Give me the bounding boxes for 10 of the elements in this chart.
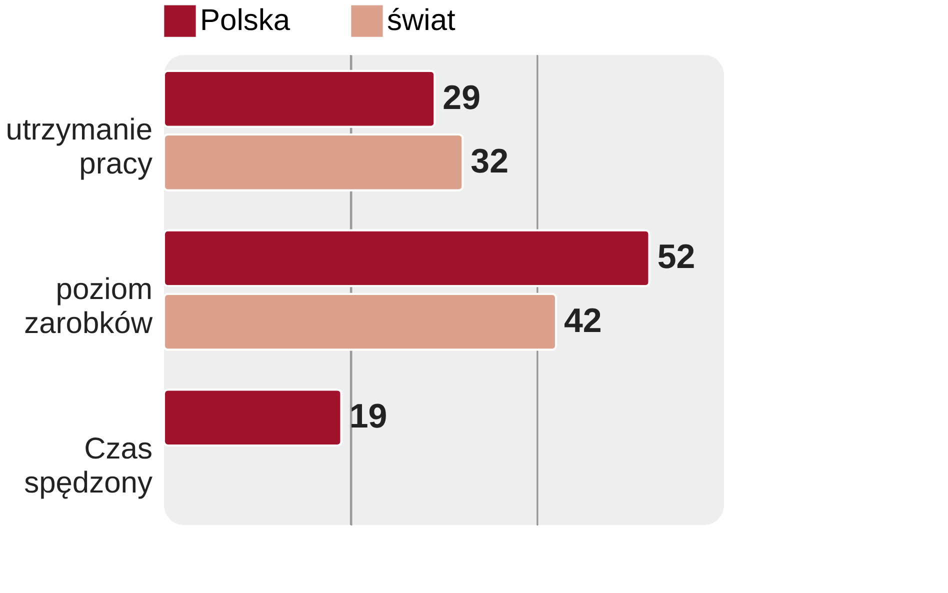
legend-label: świat [387, 4, 456, 38]
legend-label: Polska [200, 4, 290, 38]
data-label: 19 [349, 398, 388, 436]
data-label: 52 [657, 238, 696, 276]
y-tick-label: utrzymanie pracy [6, 114, 152, 181]
data-label: 29 [442, 78, 480, 117]
y-tick-label: poziom zarobków [24, 273, 153, 340]
y-tick-label: Czas spędzony [24, 432, 152, 500]
data-label: 42 [564, 302, 602, 340]
data-label: 32 [470, 142, 508, 180]
